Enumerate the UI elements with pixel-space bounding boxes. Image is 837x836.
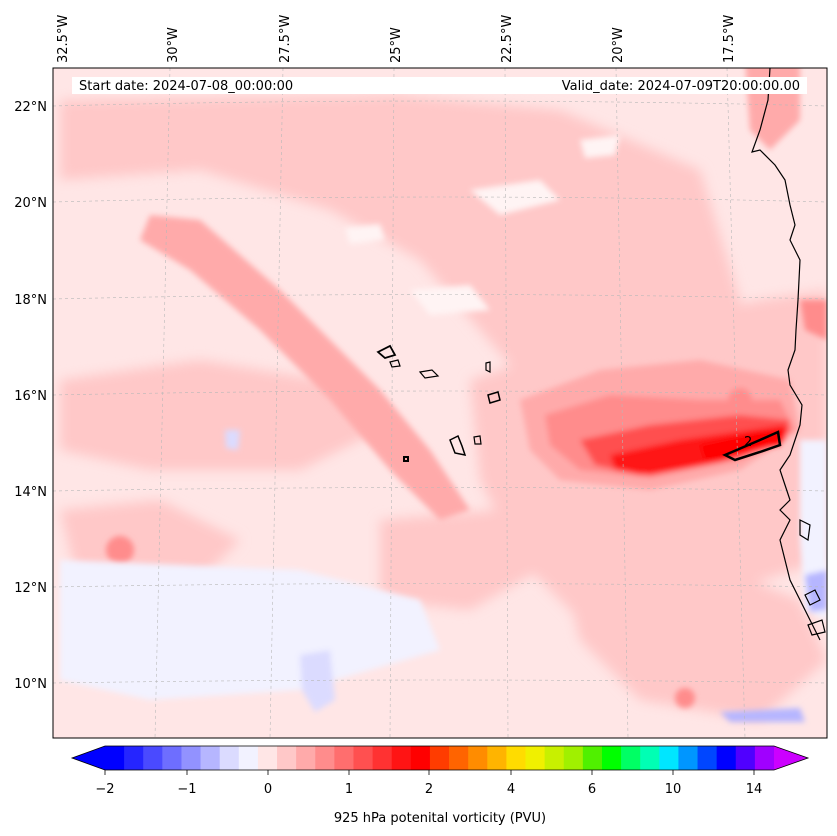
colorbar: −2 −1 0 1 2 4 6 10 14 925 hPa potenital vorticit… [70, 745, 810, 826]
lat-label: 18°N [14, 293, 47, 308]
colorbar-segment [582, 746, 603, 770]
colorbar-segment [601, 746, 622, 770]
lat-label: 12°N [14, 581, 47, 596]
pv-shading-medium [106, 68, 827, 708]
colorbar-segment [124, 746, 144, 770]
valid-date: Valid_date: 2024-07-09T20:00:00.00 [562, 79, 800, 94]
colorbar-segment [257, 746, 278, 770]
lon-label: 22.5°W [500, 15, 515, 63]
colorbar-segment [449, 746, 469, 770]
colorbar-segment [621, 746, 641, 770]
colorbar-tick-label: 2 [425, 782, 433, 797]
colorbar-segment [563, 746, 584, 770]
colorbar-segments [105, 746, 775, 770]
colorbar-segment [544, 746, 565, 770]
colorbar-tick-label: 4 [507, 782, 515, 797]
colorbar-segment [468, 746, 488, 770]
lon-label: 32.5°W [56, 15, 71, 63]
graticule [53, 68, 827, 738]
lat-label: 16°N [14, 389, 47, 404]
lon-label: 20°W [611, 27, 626, 63]
colorbar-ticks: −2 −1 0 1 2 4 6 10 14 [95, 770, 762, 797]
colorbar-segment [735, 746, 756, 770]
colorbar-segment [659, 746, 679, 770]
colorbar-under-arrow [72, 746, 105, 770]
contour-label: 2 [744, 435, 752, 450]
coastline [376, 68, 826, 641]
colorbar-segment [219, 746, 240, 770]
colorbar-tick-label: −1 [177, 782, 196, 797]
colorbar-segment [678, 746, 698, 770]
lat-label: 14°N [14, 485, 47, 500]
colorbar-segment [200, 746, 221, 770]
colorbar-segment [277, 746, 297, 770]
colorbar-over-arrow [774, 746, 808, 770]
colorbar-segment [353, 746, 373, 770]
colorbar-segment [238, 746, 259, 770]
colorbar-segment [391, 746, 412, 770]
lat-label: 20°N [14, 196, 47, 211]
header-box [72, 77, 807, 94]
colorbar-segment [315, 746, 335, 770]
lat-label: 22°N [14, 100, 47, 115]
map-frame [52, 67, 828, 739]
colorbar-segment [506, 746, 526, 770]
lon-label: 30°W [166, 27, 181, 63]
colorbar-segment [181, 746, 201, 770]
colorbar-segment [105, 746, 125, 770]
colorbar-tick-label: −2 [95, 782, 114, 797]
lon-label: 25°W [389, 27, 404, 63]
colorbar-segment [640, 746, 660, 770]
colorbar-tick-label: 0 [264, 782, 272, 797]
colorbar-segment [754, 746, 775, 770]
colorbar-tick-label: 10 [665, 782, 682, 797]
lon-label: 17.5°W [722, 15, 737, 63]
colorbar-segment [697, 746, 718, 770]
start-date: Start date: 2024-07-08_00:00:00 [79, 79, 293, 94]
colorbar-segment [410, 746, 431, 770]
colorbar-segment [716, 746, 737, 770]
colorbar-segment [487, 746, 507, 770]
colorbar-caption: 925 hPa potenital vorticity (PVU) [334, 811, 546, 826]
pv-field: 2 [53, 68, 827, 738]
pv-shading-low [60, 135, 827, 722]
colorbar-tick-label: 6 [588, 782, 596, 797]
lat-label: 10°N [14, 677, 47, 692]
colorbar-segment [372, 746, 393, 770]
colorbar-segment [334, 746, 354, 770]
latitude-labels: 22°N 20°N 18°N 16°N 14°N 12°N 10°N [14, 100, 47, 692]
colorbar-tick-label: 1 [345, 782, 353, 797]
lon-label: 27.5°W [278, 15, 293, 63]
colorbar-segment [296, 746, 316, 770]
colorbar-segment [525, 746, 546, 770]
colorbar-segment [429, 746, 450, 770]
colorbar-tick-label: 14 [746, 782, 763, 797]
colorbar-segment [143, 746, 163, 770]
longitude-labels: 32.5°W 30°W 27.5°W 25°W 22.5°W 20°W 17.5… [56, 15, 737, 63]
colorbar-segment [162, 746, 182, 770]
